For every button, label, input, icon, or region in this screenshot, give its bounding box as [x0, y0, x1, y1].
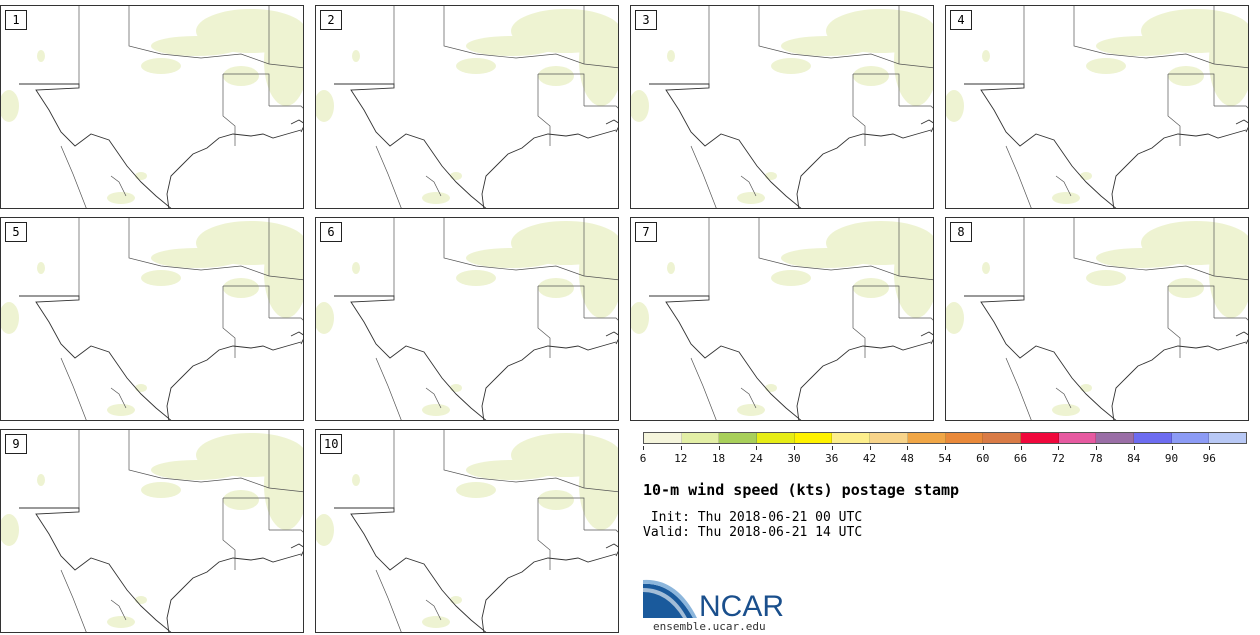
tick-mark	[794, 446, 795, 450]
tick-mark	[945, 446, 946, 450]
map-texas-region	[1, 6, 303, 208]
postage-stamp-panel-5[interactable]: 5	[0, 217, 304, 421]
wind-speed-colorbar	[643, 432, 1247, 444]
map-texas-region	[946, 6, 1248, 208]
member-number-label: 9	[5, 434, 27, 454]
tick-label: 60	[976, 452, 990, 465]
tick-mark	[1096, 446, 1097, 450]
postage-stamp-panel-6[interactable]: 6	[315, 217, 619, 421]
colorbar-segment-6	[870, 433, 908, 443]
colorbar-segment-1	[681, 433, 720, 443]
colorbar-segment-8	[945, 433, 984, 443]
tick-label: 90	[1164, 452, 1179, 465]
map-texas-region	[631, 218, 933, 420]
chart-title: 10-m wind speed (kts) postage stamp	[643, 481, 960, 499]
map-texas-region	[316, 218, 618, 420]
ncar-logo-text: NCAR	[699, 590, 784, 622]
colorbar-segment-15	[1209, 433, 1246, 443]
ncar-logo: NCAR	[643, 579, 784, 622]
tick-mark	[1020, 446, 1022, 450]
member-number-label: 6	[320, 222, 342, 242]
tick-label: 6	[639, 452, 647, 465]
tick-mark	[1133, 446, 1135, 450]
tick-label: 12	[674, 452, 688, 465]
tick-label: 30	[787, 452, 801, 465]
tick-label: 96	[1202, 452, 1216, 465]
postage-stamp-panel-1[interactable]: 1	[0, 5, 304, 209]
postage-stamp-panel-7[interactable]: 7	[630, 217, 934, 421]
map-texas-region	[1, 218, 303, 420]
tick-mark	[869, 446, 871, 450]
map-texas-region	[316, 430, 618, 632]
postage-stamp-panel-9[interactable]: 9	[0, 429, 304, 633]
tick-mark	[982, 446, 984, 450]
tick-label: 84	[1127, 452, 1141, 465]
member-number-label: 7	[635, 222, 657, 242]
member-number-label: 10	[320, 434, 343, 454]
tick-mark	[1209, 446, 1211, 450]
tick-mark	[643, 446, 644, 450]
tick-label: 78	[1089, 452, 1103, 465]
colorbar-segment-11	[1058, 433, 1097, 443]
postage-stamp-panel-4[interactable]: 4	[945, 5, 1249, 209]
init-time: Init: Thu 2018-06-21 00 UTC	[643, 510, 863, 525]
tick-mark	[1058, 446, 1060, 450]
tick-label: 48	[900, 452, 914, 465]
colorbar-segment-5	[832, 433, 871, 443]
map-texas-region	[946, 218, 1248, 420]
tick-mark	[756, 446, 758, 450]
colorbar-segment-10	[1020, 433, 1059, 443]
postage-stamp-panel-8[interactable]: 8	[945, 217, 1249, 421]
tick-mark	[907, 446, 909, 450]
tick-label: 18	[711, 452, 726, 465]
tick-label: 42	[862, 452, 877, 465]
colorbar-segment-12	[1096, 433, 1134, 443]
colorbar-segment-2	[719, 433, 758, 443]
map-texas-region	[316, 6, 618, 208]
colorbar-segment-3	[757, 433, 795, 443]
tick-mark	[831, 446, 833, 450]
postage-stamp-panel-2[interactable]: 2	[315, 5, 619, 209]
tick-label: 54	[938, 452, 952, 465]
colorbar-segment-0	[644, 433, 682, 443]
member-number-label: 5	[5, 222, 27, 242]
map-texas-region	[1, 430, 303, 632]
tick-mark	[1171, 446, 1173, 450]
tick-label: 36	[825, 452, 839, 465]
colorbar-ticks: 6 12 18 24 30 36 42 48 54 60 66 72 78 84 90 96	[639, 446, 1247, 468]
member-number-label: 2	[320, 10, 342, 30]
colorbar-segment-13	[1133, 433, 1172, 443]
colorbar-segment-9	[983, 433, 1021, 443]
map-texas-region	[631, 6, 933, 208]
valid-time: Valid: Thu 2018-06-21 14 UTC	[643, 525, 863, 540]
postage-stamp-panel-3[interactable]: 3	[630, 5, 934, 209]
member-number-label: 3	[635, 10, 657, 30]
tick-label: 66	[1013, 452, 1028, 465]
member-number-label: 1	[5, 10, 27, 30]
tick-mark	[680, 446, 682, 450]
member-number-label: 8	[950, 222, 972, 242]
tick-label: 72	[1051, 452, 1065, 465]
colorbar-segment-7	[907, 433, 946, 443]
tick-label: 24	[749, 452, 763, 465]
colorbar-segment-4	[794, 433, 833, 443]
ncar-url: ensemble.ucar.edu	[653, 620, 766, 633]
postage-stamp-panel-10[interactable]: 10	[315, 429, 619, 633]
colorbar-segment-14	[1171, 433, 1210, 443]
member-number-label: 4	[950, 10, 972, 30]
tick-mark	[718, 446, 720, 450]
